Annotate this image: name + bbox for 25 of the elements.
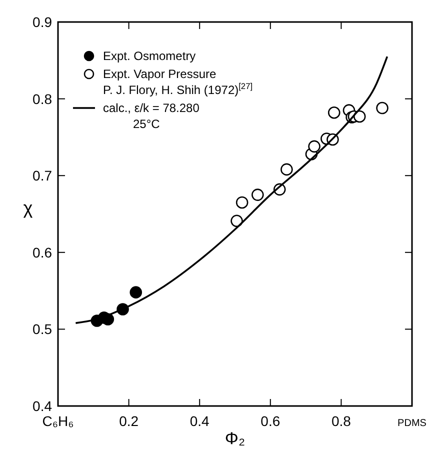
y-tick-label: 0.8 — [32, 90, 52, 107]
x-tick-label: 0.8 — [331, 413, 352, 429]
point — [328, 106, 340, 119]
x-tick-label: 0.2 — [119, 413, 139, 429]
x-tick-label: 0.4 — [190, 413, 210, 429]
legend-label: Expt. Osmometry — [103, 49, 196, 63]
legend-label: Expt. Vapor Pressure P. J. Flory, H. Shih (1972)$^{[27]}$ — [103, 67, 253, 97]
point — [376, 102, 388, 114]
x-tick-label: C₆H₆ — [42, 413, 74, 429]
y-tick-label: 0.9 — [32, 14, 52, 30]
y-tick-label: 0.5 — [32, 321, 52, 338]
point — [280, 163, 293, 176]
x-axis-title: Φ₂ — [224, 429, 246, 448]
x-tick-label: 0.6 — [260, 413, 280, 429]
y-tick-label: 0.6 — [32, 244, 52, 260]
point — [252, 188, 264, 201]
y-axis-title: χ — [23, 198, 34, 218]
legend-label: calc., ε/k = 78.280 25°C — [103, 101, 200, 131]
y-tick-label: 0.4 — [32, 398, 52, 414]
x-tick-label: PDMS — [398, 418, 427, 429]
point — [353, 110, 366, 123]
point — [308, 140, 320, 153]
point — [130, 286, 142, 298]
point — [236, 196, 248, 209]
y-tick-label: 0.7 — [32, 168, 52, 184]
